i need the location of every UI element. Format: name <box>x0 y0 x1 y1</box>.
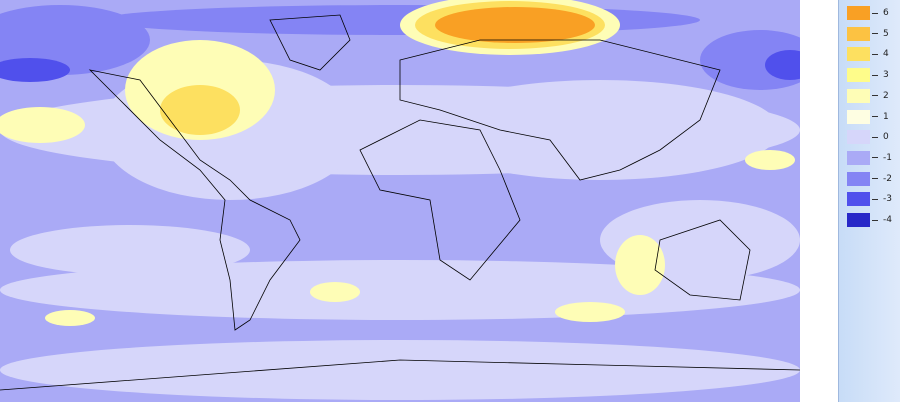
legend-item: 5 <box>847 26 889 42</box>
legend-label: -1 <box>883 152 892 163</box>
color-legend: 6 5 4 3 2 1 0 -1 -2 -3 -4 <box>838 0 900 402</box>
legend-swatch <box>847 150 870 165</box>
legend-swatch <box>847 213 870 227</box>
legend-label: 3 <box>883 70 889 81</box>
legend-tick <box>872 74 878 76</box>
legend-tick <box>872 178 878 180</box>
legend-label: 2 <box>883 90 889 101</box>
legend-tick <box>872 33 878 35</box>
legend-tick <box>872 53 878 55</box>
legend-label: 0 <box>883 132 889 143</box>
warm-areas <box>0 0 795 326</box>
legend-swatch <box>847 130 870 145</box>
legend-label: -4 <box>883 215 892 225</box>
legend-swatch <box>847 192 870 207</box>
legend-item: 0 <box>847 129 889 145</box>
legend-swatch <box>847 88 870 103</box>
legend-item: -2 <box>847 171 892 187</box>
legend-label: 4 <box>883 49 889 60</box>
legend-item: -4 <box>847 212 892 228</box>
legend-tick <box>872 116 878 117</box>
legend-item: -3 <box>847 191 892 207</box>
legend-item: 6 <box>847 5 889 21</box>
legend-tick <box>872 12 878 14</box>
legend-tick <box>872 198 878 200</box>
legend-label: 5 <box>883 28 889 39</box>
legend-tick <box>872 136 878 138</box>
legend-item: -1 <box>847 150 892 166</box>
legend-item: 1 <box>847 109 889 125</box>
legend-swatch <box>847 26 870 41</box>
legend-swatch <box>847 109 870 124</box>
legend-tick <box>872 219 878 221</box>
minus3-band <box>0 50 805 82</box>
coastlines <box>0 14 801 391</box>
legend-swatch <box>847 68 870 83</box>
legend-label: -2 <box>883 173 892 184</box>
legend-tick <box>872 157 878 159</box>
legend-swatch <box>847 47 870 62</box>
legend-item: 2 <box>847 88 889 104</box>
legend-label: 1 <box>883 111 889 122</box>
legend-swatch <box>847 171 870 186</box>
legend-swatch <box>847 6 870 20</box>
anomaly-map <box>0 0 805 402</box>
legend-tick <box>872 95 878 97</box>
legend-label: -3 <box>883 194 892 205</box>
legend-item: 3 <box>847 67 889 83</box>
legend-label: 6 <box>883 8 889 18</box>
legend-item: 4 <box>847 46 889 62</box>
